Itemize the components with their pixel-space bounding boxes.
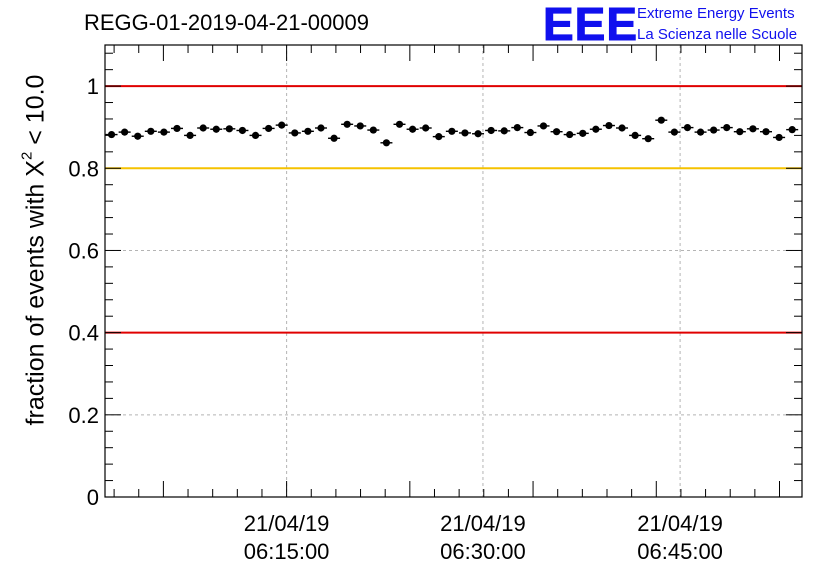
data-point-14: [291, 129, 299, 137]
data-point-25: [435, 133, 443, 141]
x-tick-time-1: 06:30:00: [440, 539, 526, 564]
data-point-38: [605, 121, 613, 130]
eee-logo: EEE Extreme Energy Events La Scienza nel…: [542, 0, 828, 50]
data-point-7: [199, 124, 207, 132]
data-point-11: [251, 131, 260, 139]
y-tick-label-4: 0.8: [68, 156, 99, 181]
data-point-16: [317, 124, 325, 132]
data-point-21: [382, 139, 391, 147]
data-point-42: [657, 116, 665, 124]
data-point-20: [369, 126, 377, 134]
data-point-48: [736, 128, 744, 136]
data-point-35: [566, 130, 574, 139]
data-point-13: [278, 121, 286, 129]
y-tick-label-2: 0.4: [68, 321, 99, 346]
y-tick-label-1: 0.2: [68, 403, 99, 428]
data-point-27: [461, 129, 469, 137]
plot-frame: [104, 44, 803, 498]
data-point-6: [186, 131, 194, 139]
data-point-43: [670, 128, 678, 136]
data-point-0: [107, 130, 116, 139]
data-point-2: [134, 132, 142, 140]
logo-line-1: Extreme Energy Events: [637, 5, 795, 22]
y-tick-label-5: 1: [87, 74, 99, 99]
data-point-19: [356, 122, 364, 130]
data-point-39: [618, 124, 626, 132]
data-point-4: [160, 128, 168, 136]
data-point-24: [422, 124, 430, 132]
data-point-26: [448, 127, 456, 135]
logo-line-2: La Scienza nelle Scuole: [637, 26, 798, 43]
data-point-41: [644, 135, 652, 143]
y-tick-label-0: 0: [87, 485, 99, 510]
x-tick-date-1: 21/04/19: [440, 511, 526, 536]
data-point-36: [579, 129, 587, 137]
data-point-50: [762, 128, 770, 136]
data-point-28: [474, 130, 482, 138]
data-point-46: [710, 126, 718, 134]
data-point-10: [238, 126, 247, 135]
y-tick-label-3: 0.6: [68, 238, 99, 263]
data-point-5: [173, 124, 181, 133]
data-point-18: [343, 120, 351, 128]
data-point-37: [592, 125, 600, 133]
data-point-51: [775, 133, 783, 142]
x-tick-time-0: 06:15:00: [244, 539, 330, 564]
data-point-30: [500, 127, 508, 135]
data-point-34: [552, 128, 561, 136]
x-tick-time-2: 06:45:00: [637, 539, 723, 564]
data-point-12: [265, 124, 273, 133]
data-point-52: [788, 126, 796, 134]
data-point-40: [631, 131, 639, 139]
data-point-33: [539, 122, 548, 130]
x-tick-date-0: 21/04/19: [244, 511, 330, 536]
logo-mark: EEE: [542, 0, 639, 50]
data-point-47: [723, 123, 731, 132]
data-point-29: [487, 126, 495, 135]
data-point-1: [121, 128, 129, 136]
data-point-32: [526, 128, 534, 137]
data-point-44: [683, 123, 692, 132]
data-point-45: [696, 128, 705, 136]
data-point-8: [212, 125, 220, 133]
data-point-31: [513, 123, 521, 132]
data-point-15: [304, 127, 312, 135]
data-point-49: [749, 125, 757, 133]
data-point-17: [330, 134, 338, 142]
data-point-9: [225, 125, 233, 133]
chart-title: REGG-01-2019-04-21-00009: [84, 10, 369, 35]
data-point-3: [147, 127, 155, 135]
x-tick-date-2: 21/04/19: [637, 511, 723, 536]
data-point-23: [408, 125, 417, 133]
data-point-22: [395, 120, 404, 128]
